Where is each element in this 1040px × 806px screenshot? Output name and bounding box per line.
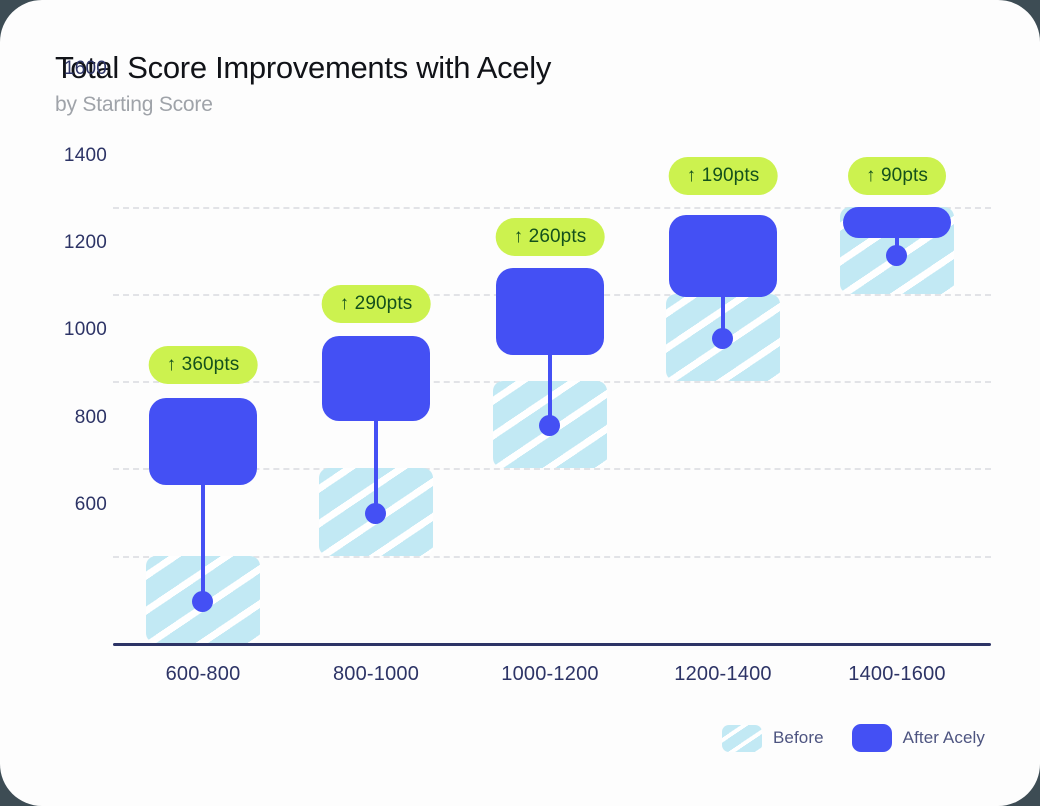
hatched-swatch-icon (721, 724, 762, 752)
bar-group-600-800[interactable]: ↑ 360pts (146, 140, 260, 645)
after-bar[interactable] (843, 207, 951, 238)
change-connector (548, 350, 552, 435)
y-axis-label-1200: 1200 (63, 232, 107, 253)
before-value-dot (539, 415, 560, 436)
after-bar[interactable] (669, 215, 777, 297)
x-axis-label-800-1000: 800-1000 (332, 663, 420, 685)
page-title: Total Score Improvements with Acely (55, 50, 552, 85)
y-axis-label-1600: 1600 (63, 58, 107, 79)
y-axis-label-1400: 1400 (63, 145, 107, 166)
gain-badge: ↑ 90pts (848, 157, 946, 195)
x-axis-label-1400-1600: 1400-1600 (848, 663, 946, 685)
y-axis-label-800: 800 (74, 407, 107, 428)
change-connector (374, 418, 378, 523)
before-value-dot (886, 245, 907, 266)
x-axis-line (113, 643, 991, 646)
change-connector (895, 228, 899, 258)
legend-item-after[interactable]: After Acely (851, 724, 985, 752)
before-value-dot (712, 328, 733, 349)
before-value-dot (365, 503, 386, 524)
y-axis-label-600: 600 (74, 494, 107, 515)
gain-badge: ↑ 360pts (148, 346, 258, 384)
legend-item-before[interactable]: Before (721, 724, 824, 752)
x-axis-label-600-800: 600-800 (165, 663, 241, 685)
gain-badge: ↑ 190pts (668, 157, 778, 195)
after-bar[interactable] (496, 268, 604, 355)
solid-swatch-icon (851, 724, 892, 752)
bar-group-1000-1200[interactable]: ↑ 260pts (493, 140, 607, 645)
x-axis-label-1000-1200: 1000-1200 (501, 663, 599, 685)
chart-legend: Before After Acely (721, 724, 985, 752)
chart-subtitle: by Starting Score (55, 93, 213, 116)
gain-badge: ↑ 260pts (495, 218, 605, 256)
before-value-dot (192, 591, 213, 612)
bar-group-800-1000[interactable]: ↑ 290pts (319, 140, 433, 645)
bar-group-1200-1400[interactable]: ↑ 190pts (666, 140, 780, 645)
after-bar[interactable] (149, 398, 257, 485)
legend-label-after: After Acely (902, 728, 985, 747)
x-axis-label-1200-1400: 1200-1400 (674, 663, 772, 685)
bar-group-1400-1600[interactable]: ↑ 90pts (840, 140, 954, 645)
change-connector (721, 285, 725, 340)
gain-badge: ↑ 290pts (321, 285, 431, 323)
y-axis-label-1000: 1000 (63, 319, 107, 340)
gridline-800 (113, 556, 991, 558)
gridline-1000 (113, 468, 991, 470)
gridline-1600 (113, 207, 991, 209)
legend-label-before: Before (772, 728, 824, 747)
after-bar[interactable] (322, 336, 430, 421)
chart-header: Total Score Improvements with Acely by S… (55, 48, 551, 120)
plot-area: ↑ 360pts ↑ 290pts ↑ 260pts ↑ 190pts (113, 140, 991, 645)
change-connector (201, 480, 205, 602)
